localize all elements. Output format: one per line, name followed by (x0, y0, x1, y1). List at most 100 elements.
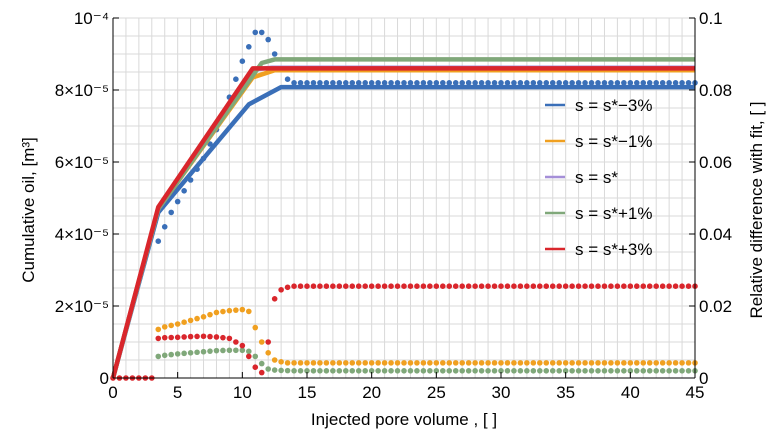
diff-dot-3 (375, 368, 381, 374)
diff-dot-3 (550, 368, 556, 374)
diff-dot-4 (440, 283, 446, 289)
diff-dot-3 (285, 368, 291, 374)
diff-dot-4 (660, 283, 666, 289)
diff-dot-4 (388, 283, 394, 289)
diff-dot-4 (324, 283, 330, 289)
diff-dot-0 (317, 80, 323, 86)
diff-dot-0 (421, 80, 427, 86)
diff-dot-1 (201, 314, 207, 320)
diff-dot-1 (524, 360, 530, 366)
y-tick-label: 0 (100, 369, 109, 388)
diff-dot-1 (628, 360, 634, 366)
diff-dot-3 (388, 368, 394, 374)
diff-dot-4 (427, 283, 433, 289)
diff-dot-4 (265, 339, 271, 345)
diff-dot-4 (317, 283, 323, 289)
diff-dot-1 (285, 360, 291, 366)
diff-dot-4 (162, 335, 168, 341)
legend-label-3: s = s*+1% (575, 204, 653, 223)
diff-dot-0 (492, 80, 498, 86)
diff-dot-1 (615, 360, 621, 366)
diff-dot-3 (298, 368, 304, 374)
y2-tick-label: 0.02 (699, 297, 732, 316)
diff-dot-4 (615, 283, 621, 289)
diff-dot-1 (479, 360, 485, 366)
diff-dot-1 (492, 360, 498, 366)
diff-dot-3 (634, 368, 640, 374)
diff-dot-1 (660, 360, 666, 366)
diff-dot-4 (511, 283, 517, 289)
diff-dot-3 (582, 368, 588, 374)
diff-dot-0 (401, 80, 407, 86)
x-tick-label: 0 (108, 383, 117, 402)
diff-dot-1 (252, 325, 258, 331)
diff-dot-4 (181, 334, 187, 340)
diff-dot-4 (505, 283, 511, 289)
x-tick-label: 20 (362, 383, 381, 402)
diff-dot-1 (446, 360, 452, 366)
diff-dot-0 (479, 80, 485, 86)
diff-dot-0 (414, 80, 420, 86)
diff-dot-3 (362, 368, 368, 374)
series-line-0 (113, 87, 695, 378)
diff-dot-3 (608, 368, 614, 374)
diff-dot-3 (446, 368, 452, 374)
y-axis-title: Cumulative oil, [m³] (19, 137, 38, 282)
diff-dot-0 (686, 80, 692, 86)
diff-dot-1 (168, 323, 174, 329)
diff-dot-1 (518, 360, 524, 366)
diff-dot-0 (608, 80, 614, 86)
diff-dot-4 (343, 283, 349, 289)
y2-tick-label: 0.06 (699, 153, 732, 172)
x-tick-label: 40 (621, 383, 640, 402)
diff-dot-3 (679, 368, 685, 374)
y2-tick-label: 0.08 (699, 81, 732, 100)
diff-dot-4 (369, 283, 375, 289)
diff-dot-0 (349, 80, 355, 86)
x-tick-label: 35 (556, 383, 575, 402)
diff-dot-1 (324, 360, 330, 366)
diff-dot-0 (330, 80, 336, 86)
x-tick-label: 10 (233, 383, 252, 402)
diff-dot-1 (666, 360, 672, 366)
diff-dot-4 (524, 283, 530, 289)
diff-dot-3 (311, 368, 317, 374)
diff-dot-4 (666, 283, 672, 289)
diff-dot-1 (304, 360, 310, 366)
diff-dot-3 (324, 368, 330, 374)
diff-dot-4 (362, 283, 368, 289)
x-tick-label: 5 (173, 383, 182, 402)
diff-dot-1 (375, 360, 381, 366)
diff-dot-3 (615, 368, 621, 374)
diff-dot-4 (679, 283, 685, 289)
diff-dot-3 (220, 348, 226, 354)
diff-dot-4 (647, 283, 653, 289)
diff-dot-1 (349, 360, 355, 366)
diff-dot-4 (602, 283, 608, 289)
diff-dot-4 (628, 283, 634, 289)
diff-dot-4 (421, 283, 427, 289)
diff-dot-1 (653, 360, 659, 366)
diff-dot-0 (388, 80, 394, 86)
diff-dot-4 (434, 283, 440, 289)
diff-dot-1 (511, 360, 517, 366)
diff-dot-1 (582, 360, 588, 366)
legend-label-1: s = s*−1% (575, 132, 653, 151)
diff-dot-3 (168, 352, 174, 358)
diff-dot-3 (505, 368, 511, 374)
y-tick-label: 4×10⁻⁵ (55, 225, 109, 244)
diff-dot-1 (227, 308, 233, 314)
y2-tick-label: 0.04 (699, 225, 732, 244)
legend-label-0: s = s*−3% (575, 96, 653, 115)
diff-dot-1 (369, 360, 375, 366)
diff-dot-4 (466, 283, 472, 289)
diff-dot-0 (311, 80, 317, 86)
diff-dot-4 (194, 334, 200, 340)
diff-dot-0 (602, 80, 608, 86)
diff-dot-1 (550, 360, 556, 366)
diff-dot-1 (453, 360, 459, 366)
diff-dot-4 (621, 283, 627, 289)
diff-dot-4 (673, 283, 679, 289)
diff-dot-4 (155, 336, 161, 342)
diff-dot-0 (621, 80, 627, 86)
